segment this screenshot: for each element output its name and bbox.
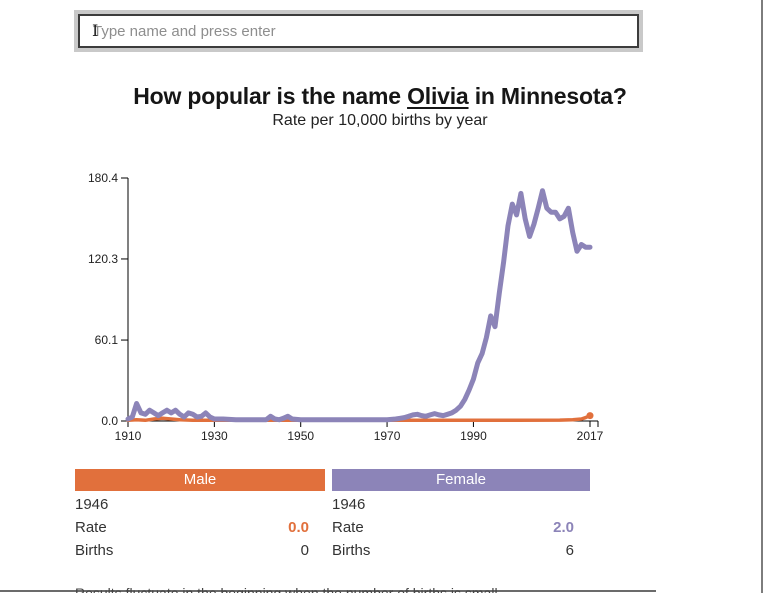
- card-male-births-label: Births: [75, 542, 114, 559]
- page-title: How popular is the name Olivia in Minnes…: [60, 83, 700, 110]
- card-female-year: 1946: [332, 496, 366, 513]
- title-name-highlight: Olivia: [407, 83, 469, 109]
- card-male-births-row: Births 0: [75, 539, 325, 562]
- series-end-dot-male: [586, 412, 594, 420]
- x-axis-tick-label: 1990: [460, 429, 487, 443]
- y-axis-tick-label: 120.3: [88, 252, 118, 266]
- title-prefix: How popular is the name: [133, 83, 408, 109]
- card-male: Male 1946 Rate 0.0 Births 0: [75, 469, 325, 562]
- page-subtitle: Rate per 10,000 births by year: [272, 112, 488, 129]
- footer-note: Results fluctuate in the beginning when …: [75, 585, 502, 593]
- y-axis-tick-label: 0.0: [101, 414, 118, 428]
- card-female-year-row: 1946: [332, 493, 590, 516]
- card-female-header: Female: [332, 469, 590, 491]
- card-male-year: 1946: [75, 496, 109, 513]
- card-male-year-row: 1946: [75, 493, 325, 516]
- card-male-rate-label: Rate: [75, 519, 107, 536]
- title-suffix: in Minnesota?: [468, 83, 627, 109]
- x-axis-tick-label: 1970: [374, 429, 401, 443]
- x-axis-tick-label: 1930: [201, 429, 228, 443]
- card-female-births-row: Births 6: [332, 539, 590, 562]
- bottom-divider: [0, 590, 656, 592]
- card-female-births-label: Births: [332, 542, 371, 559]
- card-male-header: Male: [75, 469, 325, 491]
- card-male-rate-value: 0.0: [288, 519, 309, 536]
- x-axis-tick-label: 1950: [287, 429, 314, 443]
- search-input[interactable]: [78, 14, 639, 48]
- card-female-rate-value: 2.0: [553, 519, 574, 536]
- window-right-edge: [761, 0, 763, 593]
- card-male-rate-row: Rate 0.0: [75, 516, 325, 539]
- y-axis-tick-label: 60.1: [95, 333, 119, 347]
- hover-detail-cards: Male 1946 Rate 0.0 Births 0 Female 1946 …: [75, 469, 590, 559]
- x-axis-tick-label: 1910: [115, 429, 142, 443]
- search-box: [74, 10, 643, 52]
- y-axis-tick-label: 180.4: [88, 171, 118, 185]
- card-female-rate-label: Rate: [332, 519, 364, 536]
- rate-line-chart[interactable]: 0.0 60.1 120.3 180.4 1910 1930 1950 1970 1990 201…: [75, 158, 635, 453]
- series-line-female: [125, 188, 593, 423]
- chart-svg[interactable]: 0.0 60.1 120.3 180.4 1910 1930 1950 1970 1990 201…: [75, 158, 635, 453]
- card-female: Female 1946 Rate 2.0 Births 6: [332, 469, 590, 562]
- card-male-births-value: 0: [300, 542, 309, 559]
- card-female-rate-row: Rate 2.0: [332, 516, 590, 539]
- x-axis-tick-label: 2017: [577, 429, 604, 443]
- card-female-births-value: 6: [565, 542, 574, 559]
